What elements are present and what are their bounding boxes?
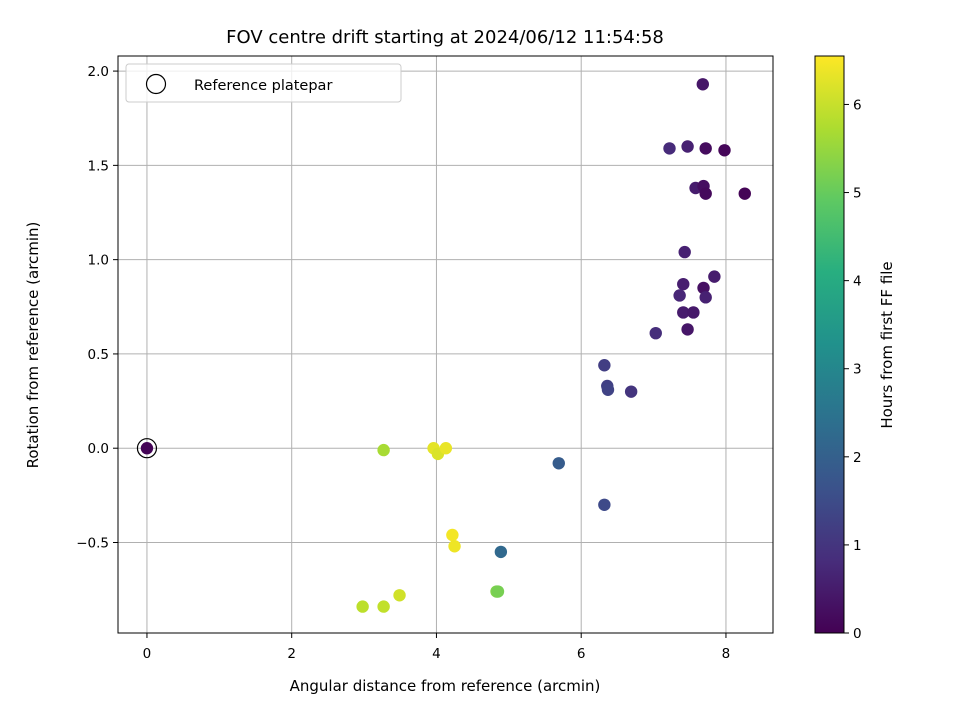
data-point bbox=[699, 142, 712, 155]
y-axis-ticks: −0.5 0.0 0.5 1.0 1.5 2.0 bbox=[76, 64, 118, 551]
data-point bbox=[663, 142, 676, 155]
data-point bbox=[356, 600, 369, 613]
reference-platepar-marker bbox=[136, 438, 158, 459]
colorbar-tick-label: 2 bbox=[853, 450, 862, 466]
y-tick-label: 1.5 bbox=[88, 158, 109, 174]
x-axis-ticks: 0 2 4 6 8 bbox=[143, 633, 731, 662]
x-tick-label: 2 bbox=[287, 646, 296, 662]
data-point bbox=[697, 281, 710, 295]
legend-entry-label: Reference platepar bbox=[194, 78, 332, 94]
colorbar-tick-label: 0 bbox=[853, 626, 862, 642]
data-point bbox=[439, 442, 453, 455]
y-tick-label: 0.0 bbox=[88, 441, 109, 457]
x-tick-label: 4 bbox=[432, 646, 441, 662]
colorbar-gradient bbox=[814, 55, 845, 634]
data-point bbox=[649, 326, 662, 340]
colorbar-tick-label: 5 bbox=[853, 186, 862, 202]
x-tick-label: 8 bbox=[722, 646, 731, 662]
colorbar-tick-label: 1 bbox=[853, 538, 862, 554]
grid-lines bbox=[118, 56, 773, 633]
data-point bbox=[681, 323, 694, 336]
legend-reference-marker-icon bbox=[145, 73, 167, 95]
colorbar-tick-label: 3 bbox=[853, 362, 862, 378]
colorbar-ticks: 0 1 2 3 4 5 6 bbox=[844, 97, 862, 642]
x-tick-label: 0 bbox=[143, 646, 152, 662]
y-tick-label: 0.5 bbox=[88, 347, 109, 363]
y-axis-label: Rotation from reference (arcmin) bbox=[24, 222, 42, 469]
legend: Reference platepar bbox=[125, 63, 402, 103]
data-point bbox=[699, 291, 712, 304]
y-tick-label: −0.5 bbox=[76, 535, 109, 551]
data-point bbox=[446, 528, 459, 542]
data-point bbox=[377, 600, 390, 613]
colorbar-label: Hours from first FF file bbox=[878, 261, 896, 428]
data-point bbox=[718, 144, 731, 157]
data-point bbox=[624, 385, 638, 398]
data-point bbox=[696, 78, 709, 91]
data-point bbox=[491, 585, 505, 598]
data-point bbox=[552, 457, 565, 470]
chart-title: FOV centre drift starting at 2024/06/12 … bbox=[226, 27, 664, 48]
plot-area-frame bbox=[117, 55, 774, 634]
data-point bbox=[681, 140, 694, 153]
colorbar-tick-label: 4 bbox=[853, 274, 862, 290]
x-axis-label: Angular distance from reference (arcmin) bbox=[290, 677, 601, 695]
data-point bbox=[738, 187, 751, 200]
x-tick-label: 6 bbox=[577, 646, 586, 662]
data-point bbox=[598, 359, 611, 372]
data-point bbox=[140, 442, 154, 455]
y-tick-label: 2.0 bbox=[88, 64, 109, 80]
data-point bbox=[448, 540, 461, 553]
data-point bbox=[393, 589, 406, 602]
data-point bbox=[673, 289, 686, 302]
colorbar-tick-label: 6 bbox=[853, 97, 862, 113]
y-tick-label: 1.0 bbox=[88, 253, 109, 269]
data-point bbox=[678, 245, 691, 259]
data-point bbox=[598, 498, 611, 511]
data-point bbox=[677, 277, 690, 291]
data-point bbox=[377, 443, 390, 457]
data-points bbox=[136, 78, 751, 613]
data-point bbox=[708, 270, 721, 283]
data-point bbox=[601, 383, 615, 396]
data-point bbox=[494, 545, 508, 559]
data-point bbox=[699, 187, 712, 200]
legend-box bbox=[125, 63, 402, 103]
colorbar: 0 1 2 3 4 5 6 Hours from first FF file bbox=[814, 55, 896, 642]
data-point bbox=[687, 306, 700, 319]
data-point bbox=[677, 306, 690, 319]
